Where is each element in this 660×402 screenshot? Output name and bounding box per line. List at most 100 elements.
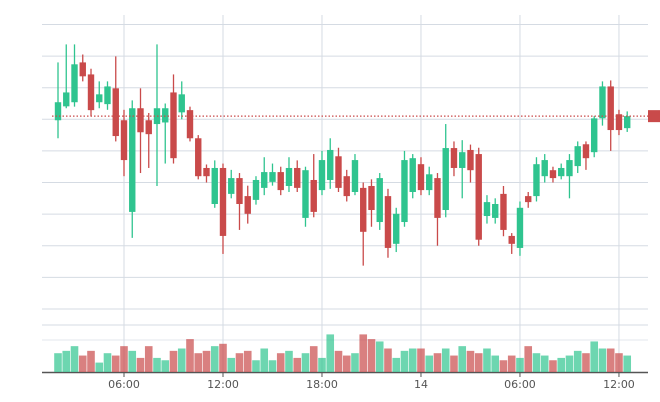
candle-body — [112, 88, 119, 137]
volume-bar — [598, 348, 607, 372]
volume-bar — [573, 350, 582, 372]
volume-bar — [606, 348, 615, 372]
volume-bar — [95, 362, 104, 372]
volume-bar — [219, 343, 227, 372]
volume-bar — [111, 355, 120, 372]
volume-bar — [582, 353, 590, 372]
candle-body — [508, 235, 515, 244]
volume-bar — [392, 357, 401, 372]
volume-bar — [177, 348, 186, 372]
candle-body — [162, 108, 169, 123]
volume-bar — [260, 348, 269, 372]
candle-body — [459, 152, 466, 168]
volume-bar — [425, 355, 434, 372]
volume-bar — [499, 360, 508, 372]
volume-bar — [78, 355, 87, 372]
candle-body — [475, 154, 482, 240]
volume-bar — [293, 357, 302, 372]
candle-body — [63, 92, 70, 107]
candle-body — [615, 114, 623, 131]
candle-body — [516, 207, 524, 248]
volume-bar — [590, 341, 599, 372]
candle-body — [582, 144, 590, 159]
candle-body — [186, 110, 194, 139]
candle-body — [252, 179, 260, 200]
candle-body — [393, 213, 400, 244]
candle-body — [401, 160, 408, 223]
volume-bar — [623, 355, 632, 372]
volume-bar — [375, 341, 384, 372]
volume-bar — [516, 357, 524, 372]
volume-bar — [441, 348, 450, 372]
volume-bar — [326, 334, 335, 372]
volume-bar — [417, 348, 425, 372]
candle-body — [244, 196, 251, 214]
volume-bar — [318, 357, 326, 372]
x-tick-label: 12:00 — [603, 378, 635, 391]
volume-bar — [367, 339, 376, 372]
volume-bar — [87, 350, 95, 372]
volume-bar — [103, 353, 112, 372]
candle-body — [558, 167, 565, 177]
candle-body — [450, 148, 458, 168]
x-tick-label: 18:00 — [306, 378, 338, 391]
candle-body — [54, 102, 62, 121]
volume-bar — [474, 353, 483, 372]
volume-bar — [62, 350, 71, 372]
volume-bar — [458, 346, 467, 372]
volume-bar — [408, 348, 417, 372]
volume-bar — [285, 350, 293, 372]
x-tick-label: 06:00 — [504, 378, 536, 391]
candle-body — [442, 148, 449, 211]
candle-body — [87, 74, 95, 111]
candle-body — [137, 108, 144, 133]
candle-body — [343, 176, 350, 197]
volume-bar — [210, 346, 219, 372]
candle-body — [426, 174, 433, 191]
volume-bar — [120, 346, 128, 372]
candle-body — [145, 120, 152, 135]
candle-body — [120, 120, 128, 161]
volume-bar — [433, 353, 442, 372]
volume-bar — [615, 353, 623, 372]
volume-bar — [186, 339, 194, 372]
candle-body — [129, 108, 136, 212]
volume-bar — [54, 353, 62, 372]
volume-bar — [351, 353, 359, 372]
candle-body — [417, 164, 425, 191]
candle-body — [261, 172, 268, 188]
volume-bar — [169, 350, 178, 372]
candle-body — [492, 204, 499, 218]
volume-bar — [400, 350, 409, 372]
candle-body — [228, 178, 235, 194]
volume-bar — [466, 350, 475, 372]
volume-bar — [549, 360, 557, 372]
volume-bar — [128, 350, 137, 372]
volume-bar — [144, 346, 153, 372]
volume-bar — [153, 357, 161, 372]
volume-bar — [243, 350, 252, 372]
x-tick-label: 06:00 — [108, 378, 140, 391]
volume-bar — [309, 346, 318, 372]
volume-bar — [136, 357, 145, 372]
volume-bar — [334, 350, 343, 372]
candle-body — [211, 167, 218, 205]
candle-body — [294, 167, 301, 188]
volume-bar — [276, 353, 285, 372]
volume-bar — [301, 353, 310, 372]
volume-bar — [507, 355, 516, 372]
candle-body — [525, 196, 532, 203]
candle-body — [104, 86, 111, 105]
volume-bar — [252, 360, 260, 372]
candle-body — [384, 196, 392, 248]
x-tick-label: 12:00 — [207, 378, 239, 391]
candle-body — [302, 170, 309, 218]
volume-bar — [450, 355, 458, 372]
candle-body — [96, 94, 103, 103]
volume-bar — [565, 355, 574, 372]
candle-body — [236, 178, 243, 205]
candle-body — [624, 116, 631, 129]
volume-bar — [557, 357, 566, 372]
volume-bar — [235, 353, 244, 372]
